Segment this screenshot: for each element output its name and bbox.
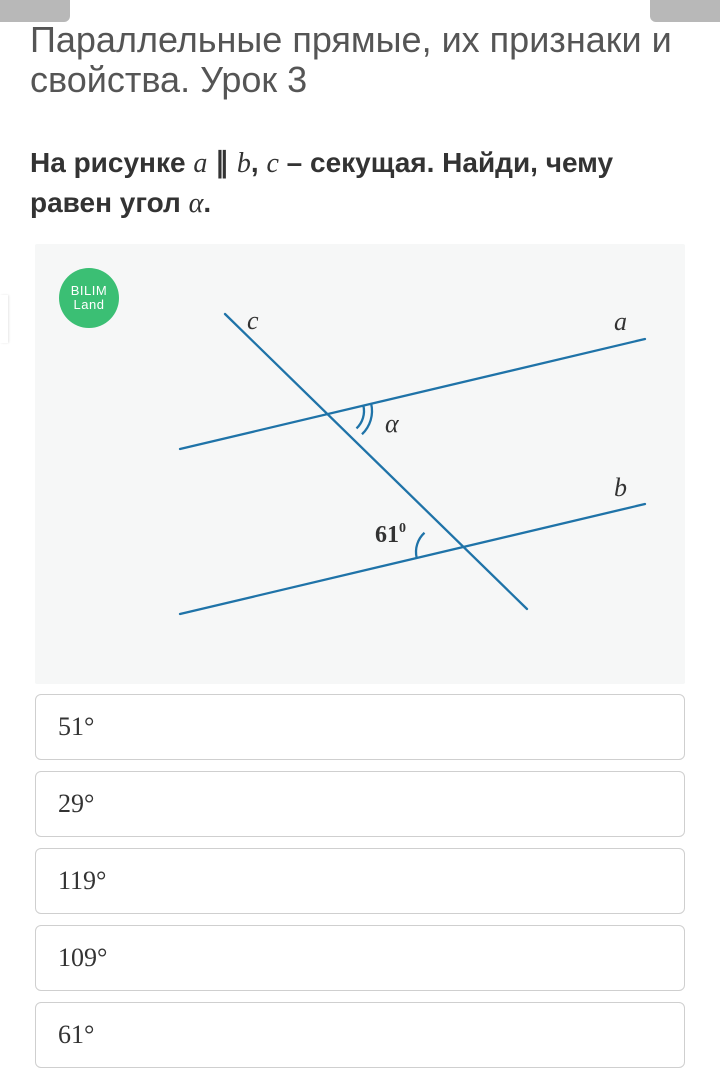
top-tab-left	[0, 0, 70, 22]
q-prefix: На рисунке	[30, 147, 193, 178]
lesson-title: Параллельные прямые, их признаки и свойс…	[30, 20, 690, 99]
answer-option[interactable]: 51°	[35, 694, 685, 760]
q-var-c: c	[266, 148, 278, 179]
line-b	[180, 504, 645, 614]
question-text: На рисунке a ∥ b, c – секущая. Найди, че…	[30, 143, 690, 223]
figure-label-b: b	[614, 473, 627, 502]
figure-angle-61: 610	[375, 521, 406, 548]
q-var-a: a	[193, 148, 207, 179]
figure-label-a: a	[614, 307, 627, 336]
sidebar-hint	[0, 295, 8, 343]
line-a	[180, 339, 645, 449]
q-suffix: .	[203, 187, 211, 218]
answer-option[interactable]: 109°	[35, 925, 685, 991]
q-var-alpha: α	[189, 188, 204, 219]
figure-panel: BILIM Land cabα610	[35, 244, 685, 684]
geometry-figure: c a b α 610	[35, 244, 685, 684]
answer-option[interactable]: 119°	[35, 848, 685, 914]
answer-option[interactable]: 61°	[35, 1002, 685, 1068]
q-var-b: b	[237, 148, 251, 179]
answer-list: 51° 29° 119° 109° 61°	[35, 694, 685, 1068]
figure-label-alpha: α	[385, 409, 400, 438]
figure-label-c: c	[247, 306, 259, 335]
q-parallel: ∥	[207, 147, 237, 178]
answer-option[interactable]: 29°	[35, 771, 685, 837]
line-c	[225, 314, 527, 609]
q-comma: ,	[251, 147, 267, 178]
lesson-content: Параллельные прямые, их признаки и свойс…	[0, 0, 720, 1068]
angle-61-arc	[416, 532, 424, 557]
top-tab-right	[650, 0, 720, 22]
alpha-arc-1	[356, 405, 364, 428]
